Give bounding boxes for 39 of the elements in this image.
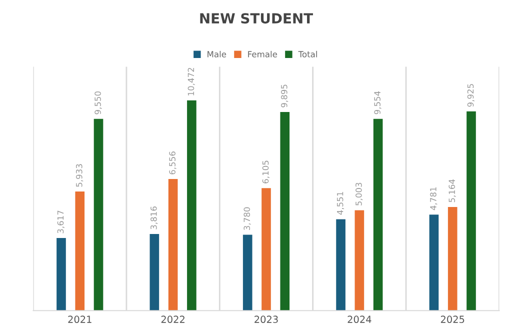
- legend-label: Female: [248, 50, 278, 58]
- data-label: 9,550: [94, 91, 102, 114]
- bar: [94, 118, 104, 311]
- data-label: 3,780: [244, 207, 251, 230]
- bar: [150, 234, 160, 311]
- legend-label: Male: [208, 50, 226, 58]
- chart-title: NEW STUDENT: [200, 13, 313, 24]
- bar: [354, 210, 364, 311]
- x-tick-label: 2023: [254, 316, 278, 324]
- data-label: 3,816: [150, 206, 158, 230]
- data-label: 9,895: [280, 84, 288, 108]
- bar: [187, 100, 196, 311]
- bar: [242, 234, 252, 311]
- data-label: 6,105: [262, 160, 270, 184]
- x-tick-label: 2021: [68, 316, 92, 324]
- bar: [373, 118, 383, 311]
- data-label: 3,617: [57, 210, 65, 234]
- data-label: 4,551: [337, 192, 344, 215]
- data-label: 5,164: [448, 179, 456, 202]
- bar: [262, 188, 271, 311]
- bar: [429, 214, 439, 311]
- legend-label: Total: [298, 50, 317, 58]
- data-label: 9,925: [467, 84, 475, 107]
- bar: [168, 179, 178, 311]
- bar: [56, 238, 66, 311]
- bar: [448, 206, 458, 311]
- x-tick-label: 2024: [348, 316, 372, 324]
- data-label: 5,003: [356, 182, 363, 206]
- data-label: 9,554: [374, 91, 382, 114]
- x-tick-label: 2022: [161, 316, 184, 324]
- data-label: 4,781: [430, 187, 438, 210]
- data-label: 6,556: [169, 152, 176, 174]
- bar: [280, 112, 290, 311]
- bar: [75, 192, 85, 311]
- bar: [336, 219, 346, 311]
- bar: [466, 111, 476, 311]
- data-label: 10,472: [188, 68, 195, 96]
- x-tick-label: 2025: [440, 316, 464, 324]
- data-label: 5,933: [76, 164, 84, 187]
